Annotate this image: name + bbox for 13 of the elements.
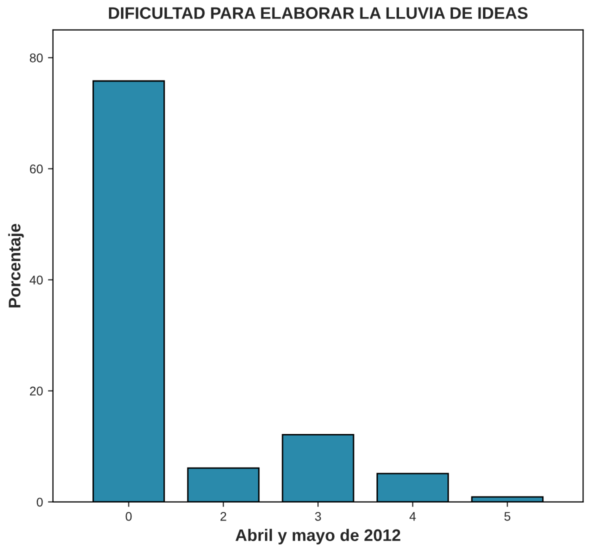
y-tick-label: 20 [30,386,43,396]
chart-title: DIFICULTAD PARA ELABORAR LA LLUVIA DE IDEAS [108,7,528,19]
x-tick-label: 2 [220,512,226,521]
x-tick-label: 4 [410,512,416,521]
y-tick-label: 80 [30,53,43,62]
x-tick-label: 5 [504,512,510,521]
x-tick-label: 0 [126,512,132,521]
y-tick-label: 60 [30,164,43,174]
y-tick-label: 0 [36,498,43,507]
x-tick-label: 3 [315,512,321,521]
y-axis-title: Porcentaje [8,224,24,308]
x-axis-title: Abril y mayo de 2012 [236,528,400,544]
y-tick-label: 40 [30,276,43,284]
